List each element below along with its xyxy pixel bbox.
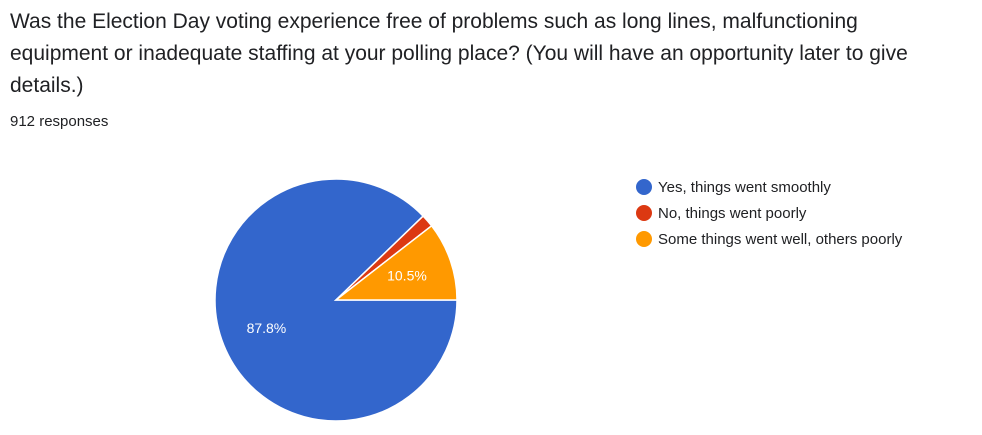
pie-slice-label: 87.8% xyxy=(247,320,287,336)
legend-swatch xyxy=(636,179,652,195)
legend-label: Some things went well, others poorly xyxy=(658,231,903,248)
legend-label: No, things went poorly xyxy=(658,205,807,222)
pie-slice-label: 10.5% xyxy=(387,268,427,284)
pie-slices xyxy=(214,178,458,422)
pie-labels: 87.8% 10.5% xyxy=(247,268,427,336)
pie-slice[interactable] xyxy=(333,224,458,301)
legend-item[interactable]: Yes, things went smoothly xyxy=(636,179,831,196)
legend-label: Yes, things went smoothly xyxy=(658,179,831,196)
legend-item[interactable]: Some things went well, others poorly xyxy=(636,231,903,248)
question-title: Was the Election Day voting experience f… xyxy=(10,10,908,97)
legend-item[interactable]: No, things went poorly xyxy=(636,205,807,222)
legend[interactable]: Yes, things went smoothly No, things went… xyxy=(636,179,903,248)
legend-swatch xyxy=(636,205,652,221)
legend-swatch xyxy=(636,231,652,247)
response-count: 912 responses xyxy=(10,113,109,130)
